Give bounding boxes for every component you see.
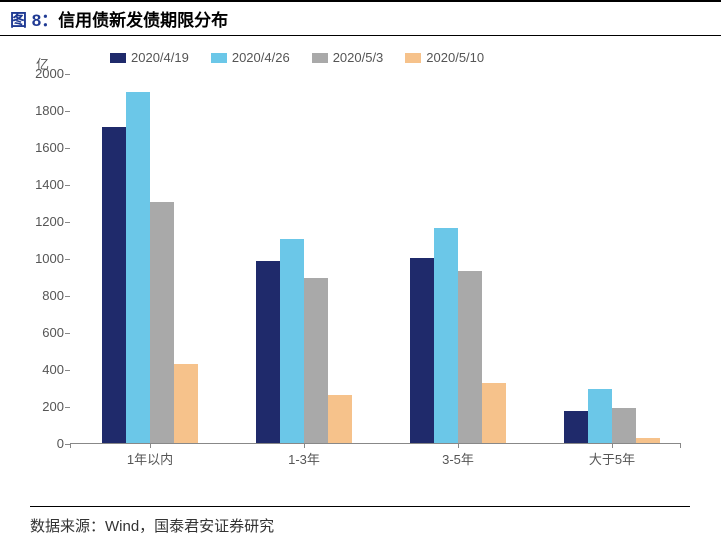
x-tick-mark	[150, 443, 151, 448]
y-tick-mark	[65, 296, 70, 297]
bar	[410, 258, 434, 443]
legend-label: 2020/5/3	[333, 50, 384, 65]
x-tick-label: 大于5年	[572, 449, 652, 468]
bar	[256, 261, 280, 443]
y-tick-label: 600	[24, 325, 64, 340]
x-tick-mark	[680, 443, 681, 448]
figure-title-bar: 图 8：信用债新发债期限分布	[0, 0, 721, 36]
x-tick-mark	[612, 443, 613, 448]
y-tick-label: 2000	[24, 66, 64, 81]
y-tick-label: 1400	[24, 177, 64, 192]
plot-region	[70, 74, 680, 444]
bar	[102, 127, 126, 443]
bar	[328, 395, 352, 443]
legend-item: 2020/4/19	[110, 50, 189, 65]
y-tick-mark	[65, 222, 70, 223]
bar	[612, 408, 636, 443]
legend-swatch	[405, 53, 421, 63]
x-tick-label: 1-3年	[264, 449, 344, 468]
y-tick-mark	[65, 74, 70, 75]
bar	[434, 228, 458, 443]
y-tick-label: 1200	[24, 214, 64, 229]
bar	[150, 202, 174, 443]
y-tick-label: 400	[24, 362, 64, 377]
y-tick-label: 200	[24, 399, 64, 414]
y-tick-mark	[65, 333, 70, 334]
legend-item: 2020/4/26	[211, 50, 290, 65]
bar	[482, 383, 506, 443]
x-tick-label: 1年以内	[110, 449, 190, 468]
bar	[458, 271, 482, 443]
y-tick-mark	[65, 148, 70, 149]
legend-label: 2020/4/26	[232, 50, 290, 65]
y-tick-mark	[65, 407, 70, 408]
legend-label: 2020/5/10	[426, 50, 484, 65]
x-tick-label: 3-5年	[418, 449, 498, 468]
y-tick-mark	[65, 111, 70, 112]
bar	[636, 438, 660, 443]
legend-item: 2020/5/10	[405, 50, 484, 65]
legend-swatch	[211, 53, 227, 63]
y-tick-label: 1000	[24, 251, 64, 266]
bar	[304, 278, 328, 443]
y-tick-label: 1800	[24, 103, 64, 118]
legend-label: 2020/4/19	[131, 50, 189, 65]
x-tick-mark	[458, 443, 459, 448]
y-tick-label: 1600	[24, 140, 64, 155]
x-tick-mark	[304, 443, 305, 448]
y-tick-label: 800	[24, 288, 64, 303]
bar	[174, 364, 198, 443]
bar	[588, 389, 612, 443]
x-tick-mark	[70, 443, 71, 448]
figure-title-text: 信用债新发债期限分布	[58, 11, 228, 30]
y-tick-label: 0	[24, 436, 64, 451]
y-tick-mark	[65, 370, 70, 371]
legend-swatch	[110, 53, 126, 63]
bar	[280, 239, 304, 443]
chart-area: 亿 2020/4/192020/4/262020/5/32020/5/10 02…	[20, 44, 700, 484]
legend-swatch	[312, 53, 328, 63]
legend: 2020/4/19 2020/4/26 2020/5/3 2020/5/10	[110, 50, 484, 65]
data-source: 数据来源：Wind，国泰君安证券研究	[30, 506, 690, 536]
figure-number: 图 8：	[10, 11, 58, 30]
y-tick-mark	[65, 185, 70, 186]
bar	[564, 411, 588, 443]
bar	[126, 92, 150, 443]
y-tick-mark	[65, 259, 70, 260]
legend-item: 2020/5/3	[312, 50, 384, 65]
